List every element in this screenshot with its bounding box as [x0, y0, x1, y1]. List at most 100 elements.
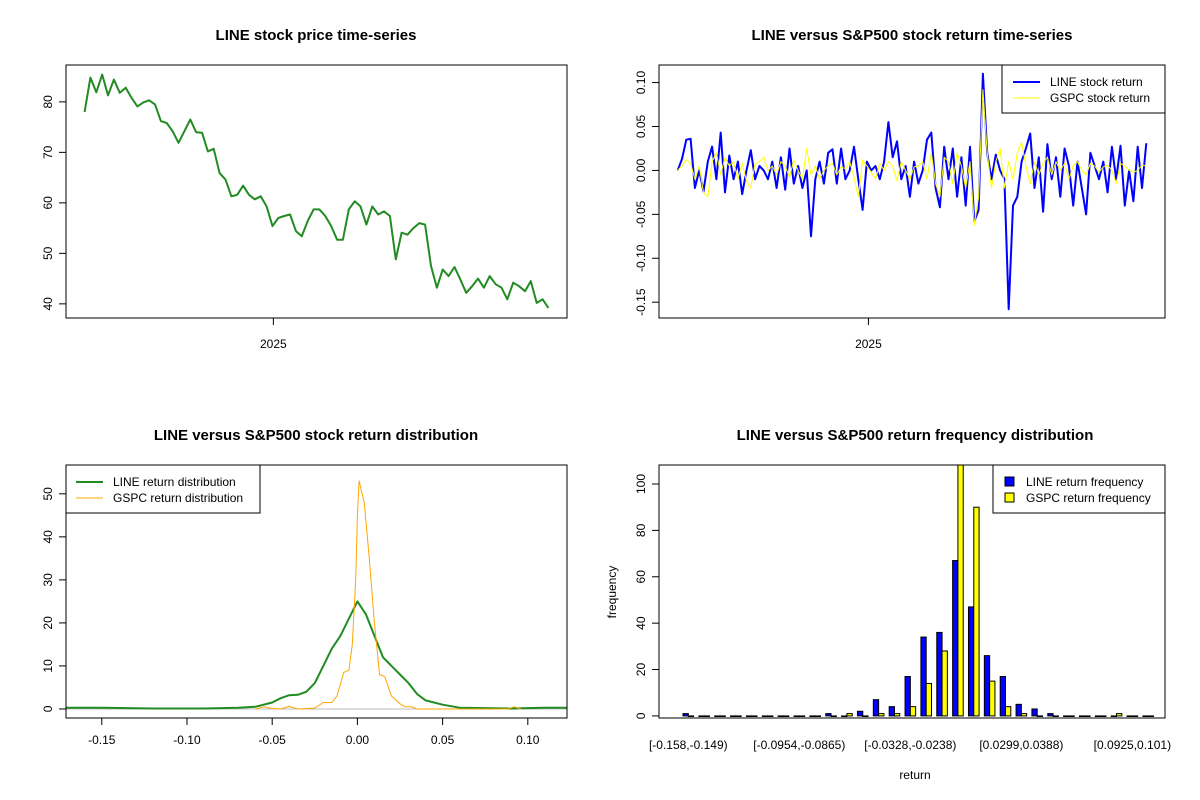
histogram-bar-gspc — [751, 715, 758, 718]
density-line-0 — [66, 600, 567, 710]
histogram-bar-gspc — [814, 715, 821, 718]
histogram-bar-line — [730, 715, 737, 718]
histogram-bar-line — [777, 715, 784, 718]
x-tick-label: -0.15 — [88, 733, 116, 747]
histogram-bar-gspc — [1052, 715, 1059, 718]
histogram-bar-gspc — [830, 715, 837, 718]
histogram-bar-gspc — [925, 682, 933, 717]
histogram-bar-line — [682, 713, 689, 717]
histogram-bar-line — [904, 675, 911, 717]
density-line-1 — [255, 480, 522, 710]
histogram-bar-gspc — [687, 715, 695, 718]
price-chart: LINE stock price time-series 2025 40 50 60 7… — [41, 27, 568, 351]
histogram-bar-gspc — [1147, 715, 1155, 718]
y-tick-label: 80 — [634, 523, 648, 537]
x-tick-label: [-0.158,-0.149) — [649, 738, 728, 752]
histogram-bar-gspc — [1020, 713, 1028, 717]
histogram-bar-gspc — [767, 715, 774, 718]
histogram-bar-line — [1079, 715, 1086, 718]
histogram-bar-gspc — [893, 713, 901, 717]
x-tick-label: [-0.0954,-0.0865) — [753, 738, 845, 752]
histogram-bar-line — [793, 715, 800, 718]
histogram-bar-line — [952, 560, 959, 717]
histogram-bar-line — [967, 606, 975, 717]
histogram-bar-line — [999, 675, 1007, 717]
y-tick-label: -0.15 — [634, 288, 648, 316]
histogram-bar-line — [1047, 713, 1054, 717]
histogram-bar-line — [856, 710, 864, 717]
histogram-chart: LINE versus S&P500 return frequency dist… — [605, 427, 1171, 782]
histogram-bar-line — [888, 706, 895, 717]
legend: LINE return frequency GSPC return freque… — [992, 464, 1166, 514]
histogram-bar-line — [809, 715, 816, 718]
y-tick-label: 20 — [634, 663, 648, 677]
histogram-bar-gspc — [1005, 706, 1012, 717]
histogram-bar-line — [1015, 703, 1022, 717]
legend-label: LINE return distribution — [113, 475, 236, 489]
histogram-bar-gspc — [1131, 715, 1139, 718]
histogram-bar-line — [714, 715, 721, 718]
legend-swatch-box — [1004, 492, 1015, 503]
histogram-bar-line — [841, 715, 848, 718]
y-tick-label: 20 — [41, 616, 55, 630]
y-tick-label: 30 — [41, 573, 55, 587]
y-tick-label: 50 — [41, 487, 55, 501]
histogram-bar-line — [1063, 715, 1070, 718]
y-tick-label: 0 — [634, 712, 648, 719]
returns-chart: LINE versus S&P500 stock return time-ser… — [634, 27, 1166, 351]
x-tick-label: -0.10 — [173, 733, 201, 747]
histogram-bar-line — [1142, 715, 1149, 718]
histogram-bar-gspc — [862, 715, 869, 718]
chart-title: LINE versus S&P500 stock return distribu… — [154, 427, 478, 444]
y-tick-label: 100 — [634, 474, 648, 494]
histogram-bar-line — [761, 715, 769, 718]
histogram-bar-gspc — [989, 680, 996, 717]
y-tick-label: 50 — [41, 246, 55, 260]
histogram-bar-gspc — [798, 715, 806, 718]
histogram-bar-line — [745, 715, 753, 718]
y-tick-label: 40 — [41, 297, 55, 311]
histogram-bar-gspc — [1100, 715, 1107, 718]
histogram-bar-gspc — [1116, 713, 1123, 717]
y-axis-label: frequency — [605, 566, 619, 619]
y-tick-label: 0.00 — [634, 158, 648, 182]
series-line-1 — [677, 89, 1147, 226]
histogram-bar-line — [936, 631, 943, 717]
histogram-bar-gspc — [719, 715, 726, 718]
x-tick-label: 0.10 — [516, 733, 540, 747]
y-tick-label: 80 — [41, 95, 55, 109]
histogram-bar-line — [920, 636, 927, 717]
x-tick-label: 0.00 — [346, 733, 370, 747]
y-tick-label: 10 — [41, 659, 55, 673]
histogram-bar-line — [1110, 715, 1118, 718]
x-axis-label: return — [899, 768, 930, 782]
y-tick-label: 0.10 — [634, 71, 648, 95]
histogram-bar-gspc — [782, 715, 790, 718]
plot-frame — [65, 464, 568, 719]
histogram-bar-line — [1094, 715, 1102, 718]
y-tick-label: 40 — [634, 616, 648, 630]
histogram-bar-line — [825, 713, 832, 717]
x-tick-label: 0.05 — [431, 733, 455, 747]
x-tick-label: -0.05 — [259, 733, 287, 747]
histogram-bar-gspc — [1084, 715, 1091, 718]
y-tick-label: 40 — [41, 530, 55, 544]
histogram-bar-gspc — [941, 650, 948, 717]
histogram-bar-gspc — [1068, 715, 1075, 718]
legend-swatch-box — [1004, 476, 1015, 487]
y-tick-label: 0 — [41, 705, 55, 712]
x-tick-label: [0.0299,0.0388) — [979, 738, 1063, 752]
histogram-bar-gspc — [735, 715, 742, 718]
x-tick-label: 2025 — [260, 337, 287, 351]
plot-frame — [658, 464, 1166, 719]
histogram-bar-gspc — [878, 713, 885, 717]
y-tick-label: 0.05 — [634, 114, 648, 138]
y-tick-label: 70 — [41, 145, 55, 159]
legend-label: LINE return frequency — [1026, 475, 1143, 489]
histogram-bar-line — [1031, 708, 1038, 717]
legend-label: GSPC stock return — [1050, 91, 1150, 105]
series-line-0 — [83, 73, 550, 309]
histogram-bar-line — [872, 699, 880, 717]
histogram-bar-gspc — [957, 465, 964, 717]
histogram-bar-line — [698, 715, 705, 718]
